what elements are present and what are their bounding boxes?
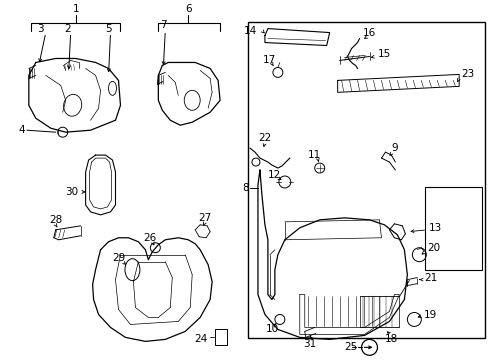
Bar — [424, 187, 481, 270]
Text: 16: 16 — [362, 28, 375, 37]
Bar — [215, 329, 226, 345]
Text: 21: 21 — [424, 273, 437, 283]
Text: 1: 1 — [72, 4, 79, 14]
Text: 29: 29 — [112, 253, 125, 263]
Text: 19: 19 — [424, 310, 437, 320]
Text: 20: 20 — [427, 243, 440, 253]
Text: 11: 11 — [307, 150, 321, 160]
Text: 30: 30 — [65, 187, 79, 197]
Text: 25: 25 — [344, 342, 357, 352]
Text: 17: 17 — [263, 55, 276, 66]
Text: 10: 10 — [265, 324, 278, 334]
Text: 31: 31 — [303, 339, 316, 349]
Text: 23: 23 — [460, 69, 473, 80]
Text: 24: 24 — [194, 334, 207, 345]
Text: 26: 26 — [143, 233, 157, 243]
Text: 9: 9 — [390, 143, 397, 153]
Text: 2: 2 — [64, 24, 71, 33]
Text: 15: 15 — [377, 49, 390, 59]
Bar — [248, 22, 484, 338]
Text: 12: 12 — [268, 170, 281, 180]
Text: 13: 13 — [428, 223, 442, 233]
Text: 14: 14 — [243, 26, 256, 36]
Text: 18: 18 — [384, 334, 397, 345]
Text: 6: 6 — [184, 4, 191, 14]
Text: 28: 28 — [49, 215, 62, 225]
Text: 22: 22 — [258, 133, 271, 143]
Text: 3: 3 — [38, 24, 44, 33]
Text: 5: 5 — [105, 24, 112, 33]
Text: 4: 4 — [19, 125, 25, 135]
Text: 8: 8 — [242, 183, 249, 193]
Text: 27: 27 — [198, 213, 211, 223]
Text: 7: 7 — [160, 19, 166, 30]
